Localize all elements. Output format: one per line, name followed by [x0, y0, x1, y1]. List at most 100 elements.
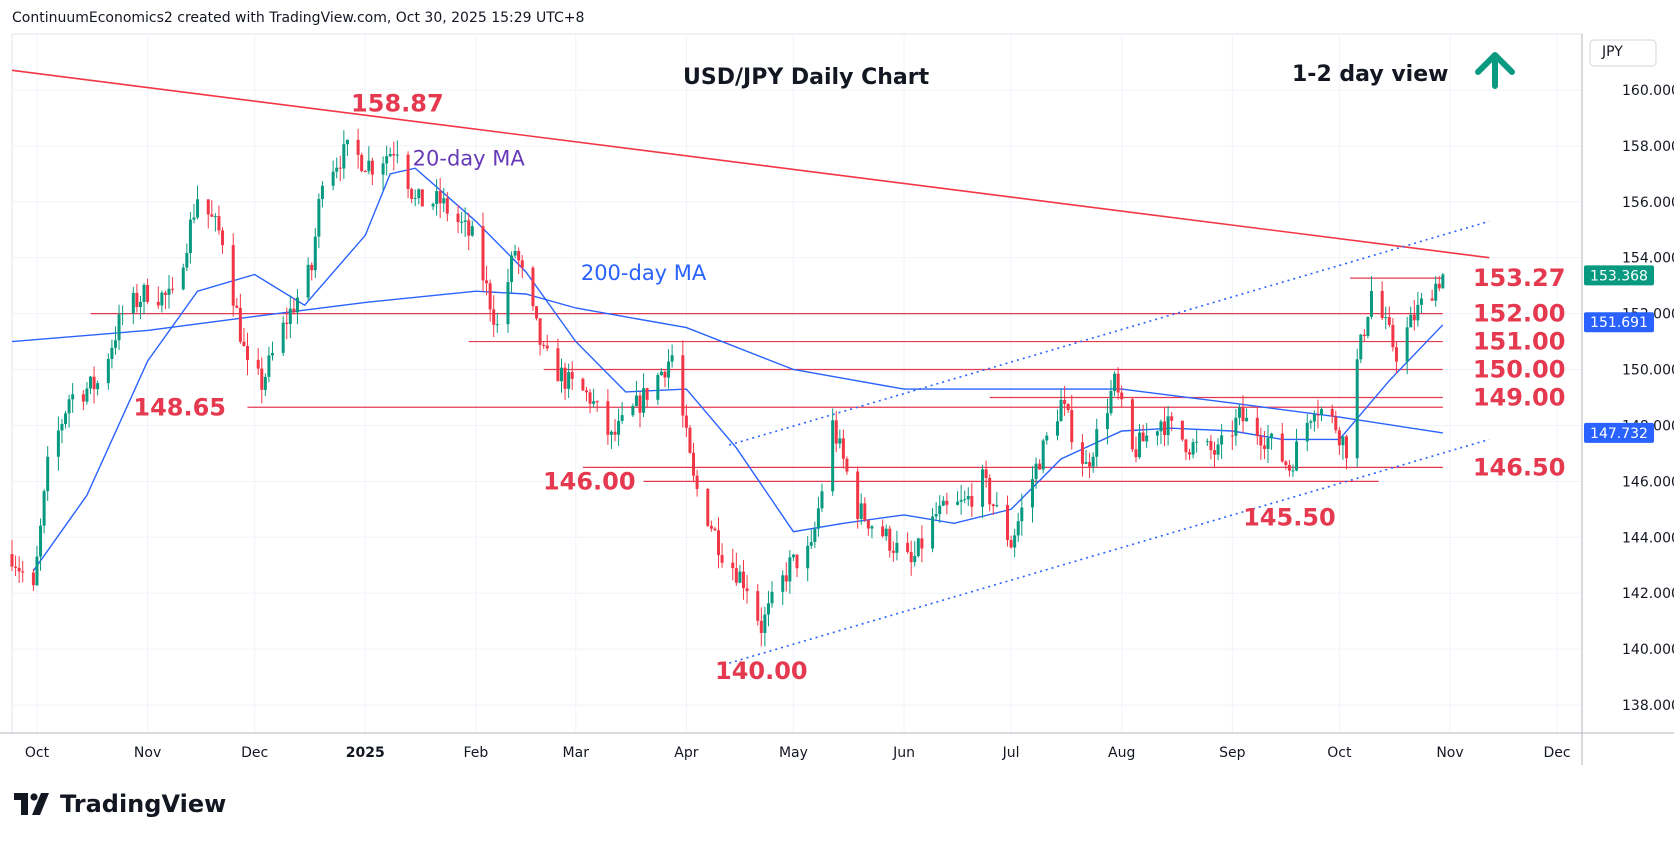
- candle-up[interactable]: [342, 144, 346, 169]
- candle-up[interactable]: [620, 415, 624, 421]
- candle-up[interactable]: [788, 557, 792, 582]
- candle-down[interactable]: [467, 220, 471, 236]
- candle-up[interactable]: [460, 221, 464, 223]
- candle-up[interactable]: [295, 297, 299, 313]
- candle-up[interactable]: [1220, 435, 1224, 445]
- candle-up[interactable]: [791, 554, 795, 558]
- candle-down[interactable]: [1330, 409, 1334, 417]
- candle-down[interactable]: [1430, 298, 1434, 301]
- candle-up[interactable]: [463, 220, 467, 222]
- candle-up[interactable]: [634, 395, 638, 406]
- candle-down[interactable]: [392, 154, 396, 156]
- candle-down[interactable]: [531, 267, 535, 307]
- candle-up[interactable]: [106, 358, 110, 384]
- candle-up[interactable]: [1441, 274, 1445, 289]
- candle-up[interactable]: [42, 491, 46, 526]
- candle-up[interactable]: [335, 167, 339, 172]
- candle-up[interactable]: [513, 250, 517, 256]
- candle-up[interactable]: [181, 267, 185, 290]
- candle-down[interactable]: [863, 503, 867, 521]
- candle-up[interactable]: [331, 171, 335, 186]
- candle-up[interactable]: [138, 301, 142, 308]
- candle-down[interactable]: [584, 390, 588, 393]
- candle-up[interactable]: [959, 499, 963, 502]
- candle-up[interactable]: [931, 516, 935, 549]
- candle-up[interactable]: [192, 217, 196, 220]
- candle-up[interactable]: [560, 367, 563, 382]
- candle-down[interactable]: [1116, 373, 1120, 393]
- candle-up[interactable]: [659, 371, 663, 376]
- candle-down[interactable]: [834, 420, 838, 444]
- candle-down[interactable]: [1006, 505, 1010, 541]
- candle-down[interactable]: [520, 260, 524, 268]
- candle-up[interactable]: [1270, 433, 1274, 439]
- candle-down[interactable]: [256, 359, 260, 369]
- candle-up[interactable]: [1309, 421, 1313, 423]
- candle-up[interactable]: [89, 376, 92, 389]
- candle-down[interactable]: [731, 562, 735, 569]
- candle-down[interactable]: [906, 542, 910, 553]
- candle-down[interactable]: [1362, 334, 1366, 336]
- candle-up[interactable]: [395, 154, 399, 156]
- candle-up[interactable]: [117, 314, 121, 341]
- candle-down[interactable]: [1380, 290, 1384, 319]
- candle-down[interactable]: [684, 415, 688, 428]
- candle-down[interactable]: [1230, 435, 1234, 437]
- candle-up[interactable]: [495, 324, 499, 326]
- candle-up[interactable]: [1416, 304, 1420, 321]
- candle-up[interactable]: [1205, 441, 1209, 443]
- candle-down[interactable]: [717, 530, 720, 556]
- candle-down[interactable]: [991, 504, 995, 507]
- candle-up[interactable]: [1195, 441, 1199, 443]
- candle-down[interactable]: [1391, 324, 1395, 348]
- candle-up[interactable]: [160, 292, 164, 306]
- candle-up[interactable]: [1341, 436, 1345, 446]
- candle-down[interactable]: [231, 245, 235, 306]
- candle-up[interactable]: [317, 199, 321, 237]
- candle-up[interactable]: [1034, 463, 1038, 480]
- candle-up[interactable]: [895, 542, 899, 553]
- candle-up[interactable]: [281, 322, 285, 353]
- candle-down[interactable]: [741, 571, 745, 589]
- candle-up[interactable]: [1095, 429, 1099, 457]
- candle-down[interactable]: [706, 488, 710, 526]
- candle-up[interactable]: [442, 198, 446, 204]
- candle-down[interactable]: [606, 401, 610, 435]
- candle-down[interactable]: [563, 367, 567, 389]
- candle-down[interactable]: [841, 438, 845, 459]
- candle-down[interactable]: [720, 555, 724, 563]
- candle-up[interactable]: [617, 420, 621, 435]
- candle-up[interactable]: [67, 399, 71, 414]
- candle-down[interactable]: [681, 355, 685, 416]
- candle-up[interactable]: [1366, 316, 1370, 336]
- candle-up[interactable]: [938, 505, 942, 515]
- candle-up[interactable]: [188, 219, 192, 254]
- candle-up[interactable]: [859, 503, 863, 519]
- candle-up[interactable]: [1013, 535, 1017, 548]
- candle-down[interactable]: [538, 318, 542, 345]
- candle-up[interactable]: [1091, 456, 1095, 467]
- candle-up[interactable]: [320, 185, 324, 200]
- candle-down[interactable]: [1280, 433, 1284, 462]
- currency-button[interactable]: [1589, 39, 1657, 67]
- candle-up[interactable]: [510, 255, 514, 283]
- candle-up[interactable]: [1419, 298, 1423, 305]
- candle-down[interactable]: [713, 528, 717, 531]
- candle-down[interactable]: [1212, 450, 1216, 455]
- candle-down[interactable]: [260, 368, 264, 390]
- candle-up[interactable]: [35, 556, 39, 586]
- candle-down[interactable]: [1262, 445, 1266, 449]
- candle-down[interactable]: [410, 188, 414, 199]
- candle-down[interactable]: [1163, 421, 1167, 436]
- candle-down[interactable]: [1316, 414, 1320, 416]
- candle-down[interactable]: [795, 554, 799, 569]
- candle-up[interactable]: [435, 191, 439, 204]
- candle-down[interactable]: [517, 250, 521, 261]
- candle-up[interactable]: [1138, 432, 1142, 458]
- candle-up[interactable]: [263, 376, 267, 390]
- candle-up[interactable]: [1237, 407, 1241, 418]
- candle-down[interactable]: [1188, 452, 1191, 455]
- candle-down[interactable]: [246, 346, 249, 360]
- candle-up[interactable]: [813, 528, 817, 543]
